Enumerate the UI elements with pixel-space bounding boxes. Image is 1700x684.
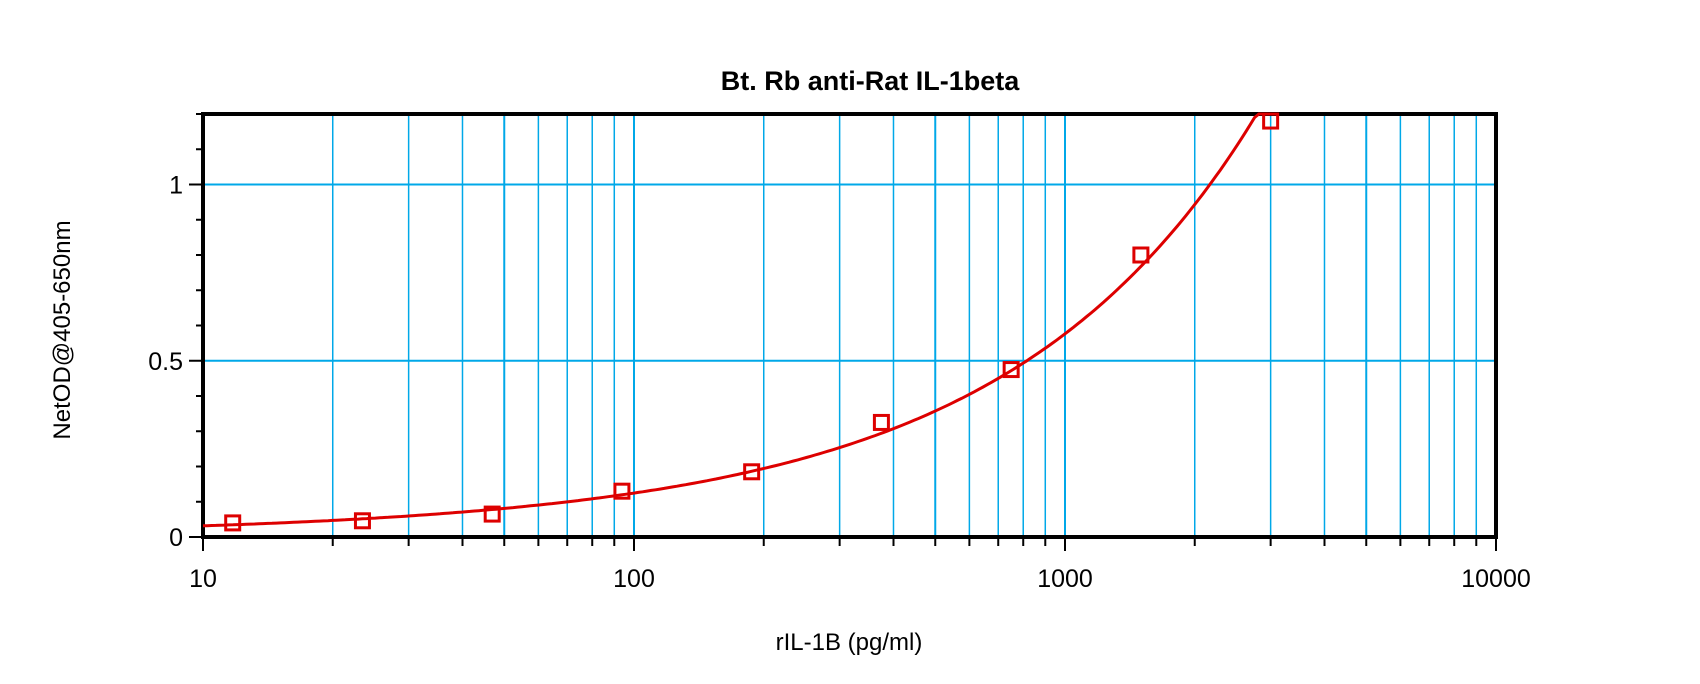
- x-tick-label: 10000: [1461, 565, 1531, 593]
- y-axis-label: NetOD@405-650nm: [49, 220, 76, 439]
- data-point: [1132, 246, 1150, 264]
- data-point: [224, 514, 242, 532]
- y-tick-label: 0.5: [148, 348, 183, 376]
- data-points: [224, 112, 1280, 532]
- data-point: [1262, 112, 1280, 130]
- x-tick-label: 10: [189, 565, 217, 593]
- data-point: [1002, 361, 1020, 379]
- y-tick-label: 1: [169, 172, 183, 200]
- x-tick-label: 1000: [1037, 565, 1093, 593]
- data-point: [483, 505, 501, 523]
- plot-frame: [201, 112, 1498, 539]
- chart-title: Bt. Rb anti-Rat IL-1beta: [721, 66, 1020, 96]
- y-tick-label: 0: [169, 524, 183, 552]
- data-point: [872, 413, 890, 431]
- y-tick-labels: 00.51: [148, 172, 183, 553]
- x-tick-labels: 10 100 1000 10000: [189, 565, 1531, 593]
- grid: [203, 114, 1496, 537]
- x-axis-label: rIL-1B (pg/ml): [776, 629, 923, 656]
- data-point: [613, 482, 631, 500]
- fit-curve: [202, 112, 1268, 528]
- data-point: [353, 512, 371, 530]
- data-point: [743, 463, 761, 481]
- x-tick-label: 100: [613, 565, 655, 593]
- axis-ticks: [189, 113, 1497, 551]
